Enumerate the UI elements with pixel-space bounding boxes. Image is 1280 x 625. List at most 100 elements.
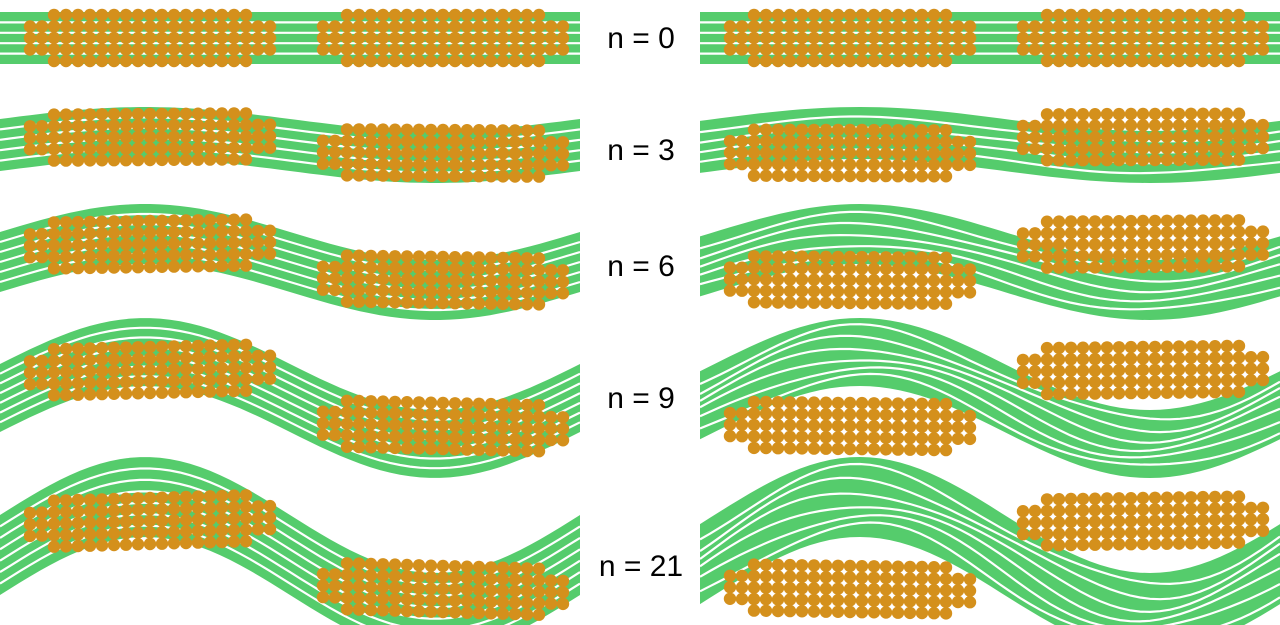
particle bbox=[819, 571, 833, 584]
particle bbox=[107, 515, 121, 529]
particle bbox=[448, 297, 462, 310]
particle bbox=[843, 559, 857, 573]
particle bbox=[215, 141, 229, 155]
particle bbox=[783, 430, 797, 443]
particle bbox=[879, 8, 893, 22]
particle bbox=[1052, 142, 1066, 155]
particle bbox=[155, 119, 169, 132]
particle bbox=[239, 338, 253, 351]
particle bbox=[155, 386, 169, 399]
particle bbox=[340, 169, 354, 182]
particle bbox=[903, 124, 917, 137]
particle bbox=[1016, 250, 1030, 263]
particle bbox=[107, 364, 121, 377]
particle bbox=[191, 107, 205, 120]
particle bbox=[747, 395, 761, 409]
particle bbox=[263, 236, 277, 249]
particle bbox=[1208, 536, 1222, 550]
particle bbox=[1208, 260, 1222, 273]
particle bbox=[783, 31, 797, 45]
particle bbox=[867, 408, 881, 421]
particle bbox=[107, 142, 121, 155]
particle bbox=[263, 372, 277, 385]
particle bbox=[352, 20, 366, 33]
particle bbox=[831, 262, 845, 275]
particle bbox=[364, 20, 378, 33]
particle bbox=[795, 593, 809, 606]
particle bbox=[855, 396, 869, 410]
particle bbox=[107, 131, 121, 144]
particle bbox=[1064, 504, 1078, 517]
particle bbox=[251, 20, 265, 33]
particle bbox=[1196, 31, 1210, 45]
particle bbox=[1124, 538, 1138, 551]
particle bbox=[215, 130, 229, 143]
particle bbox=[412, 31, 426, 45]
particle bbox=[484, 8, 498, 22]
particle bbox=[227, 43, 241, 56]
particle bbox=[556, 20, 570, 33]
particle bbox=[412, 146, 426, 159]
fiber-gap-line bbox=[700, 521, 1280, 625]
particle bbox=[1184, 374, 1198, 388]
particle bbox=[167, 502, 181, 515]
particle bbox=[1100, 226, 1114, 239]
particle bbox=[460, 420, 474, 433]
particle bbox=[388, 8, 402, 22]
particle bbox=[1040, 20, 1054, 33]
particle bbox=[867, 8, 881, 22]
particle bbox=[1160, 142, 1174, 155]
particle bbox=[1040, 131, 1054, 144]
particle bbox=[316, 272, 330, 285]
particle bbox=[1220, 20, 1234, 33]
particle bbox=[1244, 248, 1258, 261]
particle bbox=[855, 560, 869, 573]
particle bbox=[1232, 130, 1246, 143]
particle bbox=[119, 8, 133, 22]
particle bbox=[939, 170, 953, 183]
particle bbox=[155, 537, 169, 550]
particle bbox=[831, 431, 845, 444]
particle bbox=[263, 224, 277, 237]
particle bbox=[939, 420, 953, 434]
particle bbox=[1172, 386, 1186, 399]
particle bbox=[472, 595, 486, 608]
particle bbox=[340, 260, 354, 274]
particle bbox=[855, 262, 869, 275]
particle bbox=[520, 158, 534, 172]
particle bbox=[520, 31, 534, 45]
particle bbox=[95, 154, 109, 167]
particle bbox=[807, 20, 821, 33]
particle bbox=[239, 259, 253, 272]
particle bbox=[1076, 515, 1090, 529]
particle bbox=[963, 20, 977, 33]
particle bbox=[484, 274, 498, 287]
particle bbox=[1016, 131, 1030, 144]
particle bbox=[1196, 340, 1210, 353]
particle bbox=[1232, 54, 1246, 68]
particle bbox=[1112, 503, 1126, 516]
particle bbox=[1064, 108, 1078, 121]
particle bbox=[1220, 490, 1234, 503]
particle bbox=[771, 54, 785, 68]
particle bbox=[735, 146, 749, 159]
particle bbox=[843, 146, 857, 160]
particle bbox=[1148, 237, 1162, 251]
particle bbox=[1172, 514, 1186, 527]
particle bbox=[1220, 214, 1234, 227]
fiber-gap-line bbox=[700, 334, 1280, 434]
particle bbox=[59, 31, 73, 45]
particle bbox=[903, 43, 917, 56]
particle bbox=[364, 8, 378, 22]
particle bbox=[1136, 237, 1150, 251]
particle bbox=[1124, 352, 1138, 365]
particle bbox=[819, 158, 833, 171]
particle bbox=[472, 420, 486, 433]
particle bbox=[915, 43, 929, 56]
particle bbox=[1064, 492, 1078, 506]
particle bbox=[1100, 375, 1114, 389]
particle bbox=[424, 419, 438, 432]
particle bbox=[783, 419, 797, 432]
particle bbox=[167, 43, 181, 56]
particle bbox=[448, 158, 462, 171]
